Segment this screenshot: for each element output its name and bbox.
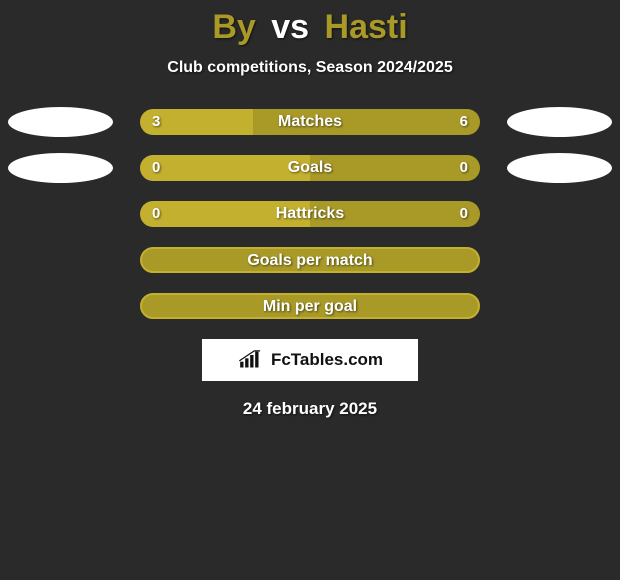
comparison-infographic: By vs Hasti Club competitions, Season 20… xyxy=(0,0,620,580)
stat-left-value: 0 xyxy=(152,201,160,227)
player2-photo-placeholder xyxy=(507,153,612,183)
fctables-logo: FcTables.com xyxy=(202,339,418,381)
stat-bar xyxy=(140,109,480,135)
stat-right-value: 6 xyxy=(460,109,468,135)
stat-pill: Min per goal xyxy=(140,293,480,319)
bar-chart-icon xyxy=(237,350,265,370)
stat-bar-right-fill xyxy=(253,109,480,135)
stat-bar xyxy=(140,155,480,181)
stat-row-goals-per-match: Goals per match xyxy=(0,247,620,273)
player2-name: Hasti xyxy=(325,8,408,46)
stat-right-value: 0 xyxy=(460,201,468,227)
stat-row-hattricks: 0 0 Hattricks xyxy=(0,201,620,227)
player1-photo-placeholder xyxy=(8,107,113,137)
stat-right-value: 0 xyxy=(460,155,468,181)
stat-left-value: 0 xyxy=(152,155,160,181)
stat-row-matches: 3 6 Matches xyxy=(0,109,620,135)
stats-area: 3 6 Matches 0 0 Goals 0 0 Ha xyxy=(0,109,620,319)
subtitle: Club competitions, Season 2024/2025 xyxy=(0,59,620,77)
stat-bar-left-fill xyxy=(140,155,310,181)
stat-left-value: 3 xyxy=(152,109,160,135)
player1-name: By xyxy=(212,8,255,46)
date-label: 24 february 2025 xyxy=(0,399,620,419)
logo-text: FcTables.com xyxy=(271,350,383,370)
stat-row-min-per-goal: Min per goal xyxy=(0,293,620,319)
stat-bar-left-fill xyxy=(140,201,310,227)
stat-row-goals: 0 0 Goals xyxy=(0,155,620,181)
player2-photo-placeholder xyxy=(507,107,612,137)
stat-bar-right-fill xyxy=(310,201,480,227)
vs-label: vs xyxy=(271,8,309,46)
stat-bar-right-fill xyxy=(310,155,480,181)
stat-bar xyxy=(140,201,480,227)
stat-pill: Goals per match xyxy=(140,247,480,273)
player1-photo-placeholder xyxy=(8,153,113,183)
title: By vs Hasti xyxy=(0,0,620,47)
